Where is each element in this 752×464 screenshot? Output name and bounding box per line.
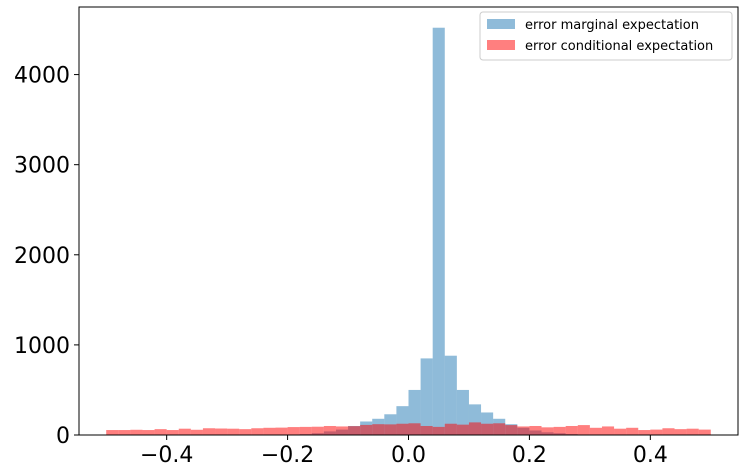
x-tick-label: −0.2: [261, 443, 314, 464]
bar-conditional-9: [215, 428, 228, 435]
x-tick-label: 0.4: [633, 443, 668, 464]
bar-marginal-27: [432, 27, 445, 435]
bar-conditional-0: [106, 430, 119, 435]
bar-conditional-27: [432, 426, 445, 435]
bar-conditional-48: [686, 428, 699, 435]
plot-frame: [78, 6, 739, 436]
bar-conditional-31: [481, 423, 494, 435]
bar-conditional-25: [408, 423, 421, 435]
bar-conditional-29: [456, 424, 469, 435]
bar-conditional-38: [565, 425, 578, 435]
bar-conditional-22: [372, 424, 385, 435]
bar-conditional-5: [166, 430, 179, 435]
bar-marginal-29: [456, 389, 469, 435]
y-tick-label: 4000: [14, 64, 70, 89]
bar-conditional-20: [348, 426, 361, 435]
y-tick-label: 1000: [14, 334, 70, 359]
bar-conditional-35: [529, 425, 542, 435]
legend-swatch-marginal: [487, 19, 515, 29]
bar-conditional-23: [384, 424, 397, 435]
bar-conditional-19: [335, 426, 349, 435]
bar-conditional-33: [505, 425, 518, 435]
x-axis-ticks: −0.4 −0.2 0.0 0.2 0.4: [140, 435, 668, 464]
bar-conditional-37: [553, 426, 566, 435]
legend-label-conditional: error conditional expectation: [525, 39, 713, 54]
bar-conditional-36: [541, 427, 554, 435]
y-tick-label: 2000: [14, 244, 70, 269]
legend-box: [479, 11, 733, 61]
bar-conditional-24: [396, 423, 409, 435]
bar-conditional-30: [468, 422, 482, 435]
bar-conditional-32: [493, 423, 506, 435]
bar-conditional-45: [650, 429, 663, 435]
bar-conditional-7: [190, 429, 203, 435]
x-tick-label: 0.0: [391, 443, 426, 464]
legend-label-marginal: error marginal expectation: [525, 18, 699, 33]
bar-conditional-18: [323, 425, 336, 435]
bar-conditional-41: [601, 426, 615, 435]
bar-conditional-4: [154, 429, 167, 435]
bar-conditional-6: [178, 428, 191, 435]
bar-marginal-28: [444, 355, 457, 435]
legend: error marginal expectation error conditi…: [479, 11, 733, 61]
bar-conditional-12: [251, 428, 264, 435]
y-tick-label: 3000: [14, 154, 70, 179]
y-axis-ticks: 0 1000 2000 3000 4000: [14, 64, 79, 449]
bar-conditional-11: [239, 429, 252, 435]
bar-conditional-2: [130, 429, 143, 435]
bar-conditional-16: [299, 426, 312, 435]
bar-conditional-49: [698, 429, 711, 435]
bar-conditional-3: [142, 430, 155, 435]
bar-conditional-8: [202, 428, 216, 435]
legend-swatch-conditional: [487, 40, 515, 50]
bar-conditional-15: [287, 427, 300, 435]
bar-conditional-17: [311, 426, 324, 435]
bar-conditional-46: [662, 428, 675, 435]
bar-conditional-14: [275, 427, 288, 435]
histogram-bars: [106, 27, 711, 435]
bar-conditional-21: [360, 424, 373, 435]
bar-conditional-28: [444, 423, 457, 435]
bar-conditional-26: [420, 425, 433, 435]
bar-conditional-47: [674, 429, 687, 435]
x-tick-label: −0.4: [140, 443, 193, 464]
bar-conditional-34: [517, 426, 530, 435]
bar-conditional-42: [614, 428, 627, 435]
y-tick-label: 0: [56, 424, 70, 449]
bar-conditional-1: [118, 430, 131, 435]
bar-conditional-13: [263, 427, 276, 435]
bar-conditional-40: [589, 427, 602, 435]
bar-conditional-44: [638, 430, 651, 435]
bar-conditional-43: [626, 427, 639, 435]
bar-conditional-39: [577, 425, 590, 435]
bar-marginal-26: [420, 358, 433, 435]
bar-conditional-10: [227, 428, 240, 435]
x-tick-label: 0.2: [512, 443, 547, 464]
